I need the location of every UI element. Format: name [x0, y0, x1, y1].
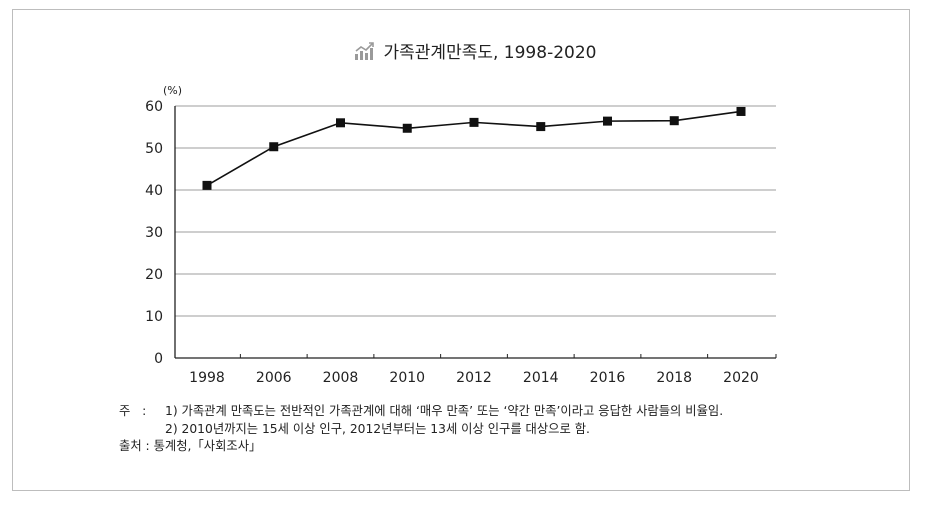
- note-line-1: 주 : 1) 가족관계 만족도는 전반적인 가족관계에 대해 ‘매우 만족’ 또는…: [119, 403, 723, 421]
- data-point-2016: [603, 116, 612, 126]
- y-unit-label: (%): [163, 84, 182, 97]
- y-tick-label: 40: [145, 183, 163, 199]
- chart-title-row: 가족관계만족도, 1998-2020: [0, 38, 950, 65]
- chart-title: 가족관계만족도, 1998-2020: [383, 43, 597, 63]
- line-chart: (%) 0 10 20 30 40 50 60 1998 2006 2008 2010 2012 20…: [145, 84, 777, 386]
- x-tick-label: 2020: [723, 370, 759, 386]
- chart-notes: 주 : 1) 가족관계 만족도는 전반적인 가족관계에 대해 ‘매우 만족’ 또는…: [119, 403, 723, 456]
- x-tick-labels: 1998 2006 2008 2010 2012 2014 2016 2018 2020: [189, 370, 759, 386]
- note-label: 주: [119, 404, 131, 418]
- data-point-2012: [469, 117, 479, 127]
- y-tick-label: 10: [145, 309, 163, 325]
- y-tick-label: 0: [154, 351, 163, 367]
- note-2-text: 2) 2010년까지는 15세 이상 인구, 2012년부터는 13세 이상 인…: [165, 421, 590, 436]
- y-tick-label: 50: [145, 141, 163, 157]
- x-tick-label: 2018: [656, 370, 692, 386]
- y-tick-label: 20: [145, 267, 163, 283]
- y-tick-label: 30: [145, 225, 163, 241]
- x-tick-label: 2016: [590, 370, 626, 386]
- x-tick-label: 2014: [523, 370, 559, 386]
- data-point-2020: [736, 106, 746, 116]
- data-point-2014: [536, 122, 546, 132]
- x-tick-label: 1998: [189, 370, 225, 386]
- data-markers: [202, 106, 746, 190]
- data-point-2006: [269, 142, 279, 152]
- axes: [174, 106, 777, 359]
- note-1-text: 1) 가족관계 만족도는 전반적인 가족관계에 대해 ‘매우 만족’ 또는 ‘약…: [165, 404, 724, 418]
- x-tick-label: 2012: [456, 370, 492, 386]
- data-point-2008: [336, 118, 345, 128]
- source-line: 출처 : 통계청,「사회조사」: [119, 439, 262, 453]
- chart-icon: [354, 42, 376, 65]
- gridlines: [175, 105, 776, 317]
- note-separator: :: [142, 404, 147, 418]
- x-tick-label: 2010: [389, 370, 425, 386]
- x-tick-label: 2006: [256, 370, 292, 386]
- source-text: 통계청,「사회조사」: [153, 439, 262, 453]
- chart-frame: [12, 9, 910, 491]
- x-tick-label: 2008: [323, 370, 359, 386]
- y-tick-labels: 0 10 20 30 40 50 60: [145, 99, 163, 367]
- data-point-2010: [402, 123, 412, 133]
- data-point-2018: [669, 116, 679, 126]
- note-line-2: 2) 2010년까지는 15세 이상 인구, 2012년부터는 13세 이상 인…: [119, 421, 723, 439]
- data-point-1998: [202, 180, 212, 190]
- source-label: 출처: [119, 439, 142, 453]
- y-tick-label: 60: [145, 99, 163, 115]
